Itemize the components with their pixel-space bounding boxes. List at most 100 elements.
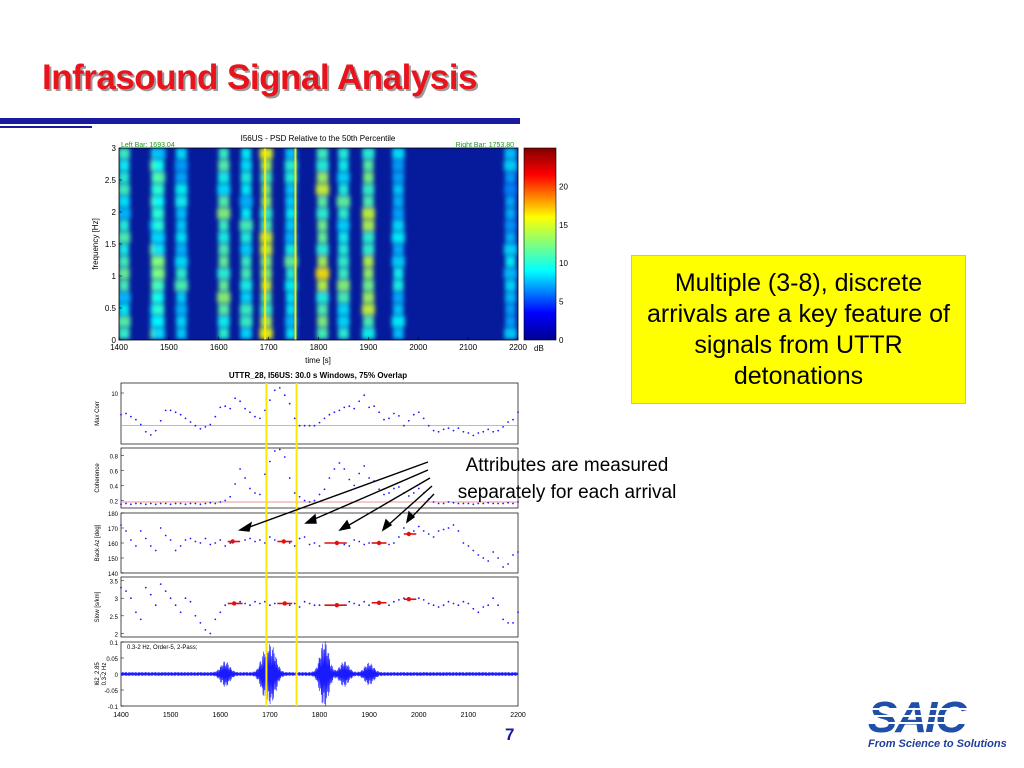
data-point (497, 557, 499, 559)
data-point (348, 545, 351, 547)
spectrogram-cell (393, 304, 404, 315)
data-point (477, 432, 480, 434)
spectrogram-x-tick-label: 1600 (210, 343, 228, 352)
data-point (135, 418, 137, 421)
data-point (427, 602, 430, 605)
panel-y-tick-label: 2.5 (110, 615, 119, 621)
data-point (293, 602, 296, 605)
spectrogram-cell (362, 232, 375, 243)
right-bar-label: Right Bar: 1753.80 (456, 142, 514, 149)
spectrogram: I56US - PSD Relative to the 50th Percent… (91, 134, 568, 365)
data-point (120, 524, 122, 526)
data-point (174, 549, 177, 552)
spectrogram-cell (393, 328, 404, 339)
arrow-head-3 (338, 519, 351, 532)
data-point (199, 542, 202, 544)
colorbar-tick-label: 5 (559, 298, 564, 307)
data-point (502, 426, 504, 428)
spectrogram-cell (338, 244, 349, 255)
data-point (308, 543, 311, 546)
data-point (457, 502, 460, 505)
spectrogram-cell (218, 280, 229, 291)
data-point (154, 429, 157, 432)
spectrogram-cell (153, 208, 165, 219)
data-point (194, 614, 197, 617)
data-point (130, 415, 132, 418)
spectrogram-cell (392, 172, 405, 183)
data-point (214, 415, 217, 418)
data-point (313, 424, 316, 427)
spectrogram-cell (362, 316, 374, 327)
data-point (159, 502, 162, 505)
panel-frame (120, 512, 519, 574)
spectrogram-cell (240, 172, 252, 183)
spectrogram-cell (316, 160, 329, 171)
arrival-point (406, 531, 412, 537)
data-point (184, 539, 187, 541)
data-point (427, 533, 430, 535)
logo-tagline: From Science to Solutions (868, 738, 1007, 750)
data-point (164, 409, 167, 412)
data-point (407, 419, 410, 422)
arrival-window-markers (265, 383, 298, 706)
panel-coherence: 0.2 0.4 0.6 0.8 Coherence (95, 447, 519, 509)
data-point (507, 622, 509, 624)
arrow-4 (385, 485, 433, 528)
data-point (378, 411, 380, 414)
spectrogram-cell (363, 268, 374, 279)
spectrogram-cell (363, 160, 374, 171)
spectrogram-cell (119, 292, 131, 303)
data-point (125, 590, 127, 592)
data-point (135, 611, 137, 614)
data-point (417, 597, 420, 600)
data-point (229, 495, 232, 498)
slide-title: Infrasound Signal Analysis (42, 58, 477, 97)
data-point (432, 501, 435, 503)
spectrogram-cell (504, 220, 517, 231)
data-point (358, 472, 361, 475)
data-point (154, 549, 157, 552)
data-point (308, 424, 311, 427)
data-point (120, 413, 122, 416)
spectrogram-cell (217, 292, 231, 303)
spectrogram-cell (316, 172, 329, 183)
spectrogram-cell (152, 328, 166, 339)
spectrogram-cell (152, 256, 165, 267)
data-point (507, 563, 509, 565)
spectrogram-cell (392, 208, 405, 219)
spectrogram-cell (217, 316, 230, 327)
data-point (169, 503, 172, 506)
spectrogram-title: I56US - PSD Relative to the 50th Percent… (241, 134, 396, 143)
data-point (259, 417, 261, 420)
panel-ylabel: Back Az [deg] (95, 524, 101, 561)
data-point (482, 430, 485, 433)
data-point (189, 502, 192, 505)
panel-frame (120, 382, 519, 445)
spectrogram-cell (217, 172, 230, 183)
data-point (353, 407, 356, 410)
data-point (353, 484, 356, 487)
spectrogram-cell (337, 292, 350, 303)
data-point (412, 492, 415, 494)
spectrogram-cell (153, 220, 165, 231)
data-point (224, 405, 227, 408)
spectrogram-cell (338, 184, 349, 195)
data-point (278, 448, 281, 451)
data-point (398, 415, 400, 417)
spectrogram-cell (361, 328, 375, 339)
spectrogram-cell (317, 220, 328, 231)
spectrogram-cell (362, 280, 375, 291)
data-point (398, 536, 400, 538)
spectrogram-cell (505, 304, 516, 315)
arrow-5 (409, 493, 435, 520)
spectrogram-cell (317, 196, 328, 207)
spectrogram-x-tick-label: 1500 (160, 343, 178, 352)
spectrogram-cell (362, 196, 374, 207)
data-point (442, 428, 445, 431)
spectrogram-cell (337, 304, 350, 315)
data-point (135, 545, 137, 547)
data-point (388, 417, 390, 420)
spectrogram-cell (239, 304, 253, 315)
panel-frame (120, 576, 519, 638)
panel-y-tick-label: 180 (108, 512, 119, 518)
